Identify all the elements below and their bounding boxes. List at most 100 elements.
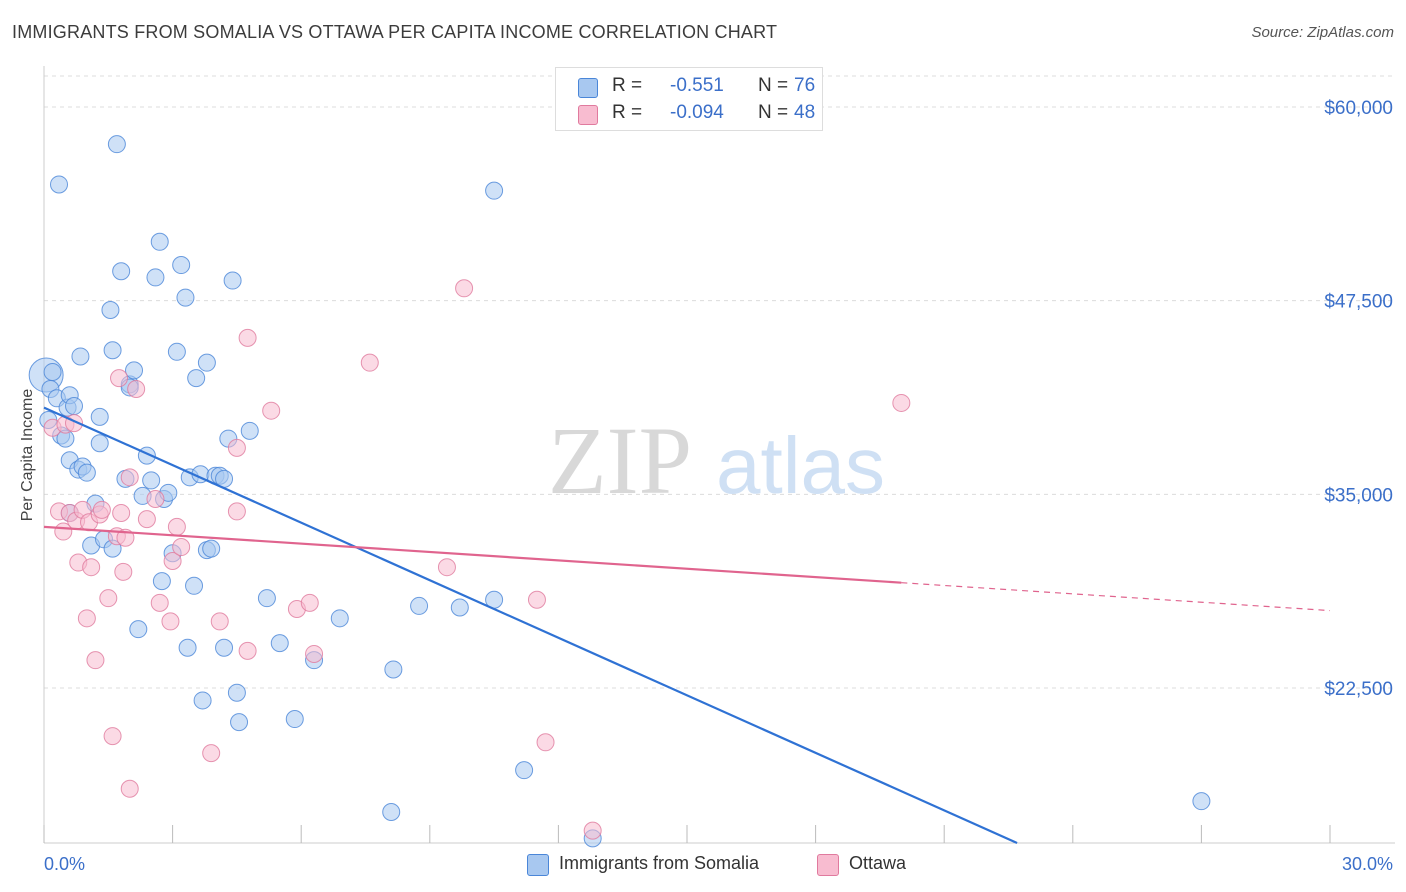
somalia-point [1192,792,1211,811]
ottawa-point [210,612,229,631]
somalia-point [107,135,126,154]
bottom-legend-swatch-pink [817,854,839,876]
somalia-point [450,598,469,617]
somalia-point [103,341,122,360]
ottawa-point [110,369,129,388]
ottawa-point [262,401,281,420]
trend-layer [43,406,1331,845]
somalia-point [230,713,249,732]
correlation-legend: R = -0.551 N = 76 R = -0.094 N = 48 [555,67,823,131]
somalia-point [515,761,534,780]
somalia-point [382,803,401,822]
ottawa-point [120,779,139,798]
somalia-point [146,268,165,287]
ottawa-trend-line [43,525,902,584]
ottawa-point [238,641,257,660]
ottawa-point [305,644,324,663]
legend-n-value: 48 [794,102,816,123]
somalia-point [202,539,221,558]
somalia-point [185,576,204,595]
somalia-point [65,397,84,416]
somalia-point [150,232,169,251]
somalia-point [197,353,216,372]
watermark: ZIP atlas [548,407,885,514]
watermark-zip: ZIP [548,407,692,514]
ottawa-point [360,353,379,372]
watermark-atlas: atlas [716,421,885,510]
somalia-point [142,471,161,490]
somalia-point [71,347,90,366]
y-tick-label: $35,000 [1324,485,1393,506]
legend-n-value: 76 [794,75,816,96]
ottawa-point [92,500,111,519]
y-tick-label: $60,000 [1324,98,1393,119]
x-tick-label: 0.0% [44,854,85,874]
legend-n-label: N = [758,102,789,123]
somalia-point [43,362,62,381]
ottawa-point [120,468,139,487]
somalia-point [112,262,131,281]
x-tick-label: 30.0% [1342,854,1393,874]
grid-layer [44,75,1395,689]
ottawa-point [163,551,182,570]
somalia-point [129,620,148,639]
ottawa-point [146,490,165,509]
legend-r-value: -0.551 [670,75,724,96]
bottom-legend-swatch-blue [527,854,549,876]
somalia-point [167,342,186,361]
ottawa-point [77,609,96,628]
ottawa-point [167,517,186,536]
legend-swatch-blue [578,78,598,98]
ottawa-point [536,733,555,752]
somalia-point [193,691,212,710]
legend-swatch-pink [578,105,598,125]
somalia-point [187,369,206,388]
points-layer [28,135,1211,848]
somalia-point [101,300,120,319]
legend-n-label: N = [758,75,789,96]
ottawa-point [99,589,118,608]
ottawa-point [127,379,146,398]
ottawa-trend-extension [901,582,1331,612]
somalia-point [270,634,289,653]
somalia-point [240,421,259,440]
ottawa-point [86,651,105,670]
somalia-point [330,609,349,628]
ottawa-point [437,558,456,577]
legend-r-label: R = [612,102,643,123]
somalia-point [285,710,304,729]
somalia-point [152,572,171,591]
ottawa-point [892,393,911,412]
ottawa-point [527,590,546,609]
somalia-point [176,288,195,307]
somalia-point [178,638,197,657]
somalia-point [485,181,504,200]
source-label: Source: ZipAtlas.com [1251,24,1394,41]
somalia-point [90,434,109,453]
ottawa-point [137,510,156,529]
tick-label-layer: $22,500 $35,000 $47,500 $60,000 0.0% 30.0% [44,98,1393,874]
ottawa-point [583,821,602,840]
axis-layer [43,66,1395,844]
legend-r-label: R = [612,75,643,96]
somalia-point [223,271,242,290]
ottawa-point [227,438,246,457]
somalia-trend-line [43,406,1018,845]
ottawa-point [455,279,474,298]
somalia-point [257,589,276,608]
ottawa-point [103,727,122,746]
y-tick-label: $22,500 [1324,679,1393,700]
somalia-point [384,660,403,679]
ottawa-point [172,538,191,557]
y-tick-label: $47,500 [1324,292,1393,313]
ottawa-point [82,558,101,577]
somalia-point [215,638,234,657]
chart-title: IMMIGRANTS FROM SOMALIA VS OTTAWA PER CA… [12,22,778,42]
somalia-point [172,256,191,275]
bottom-legend-label: Immigrants from Somalia [559,853,760,873]
ottawa-point [202,744,221,763]
ottawa-point [300,593,319,612]
somalia-point [50,175,69,194]
ottawa-point [161,612,180,631]
somalia-point [77,463,96,482]
